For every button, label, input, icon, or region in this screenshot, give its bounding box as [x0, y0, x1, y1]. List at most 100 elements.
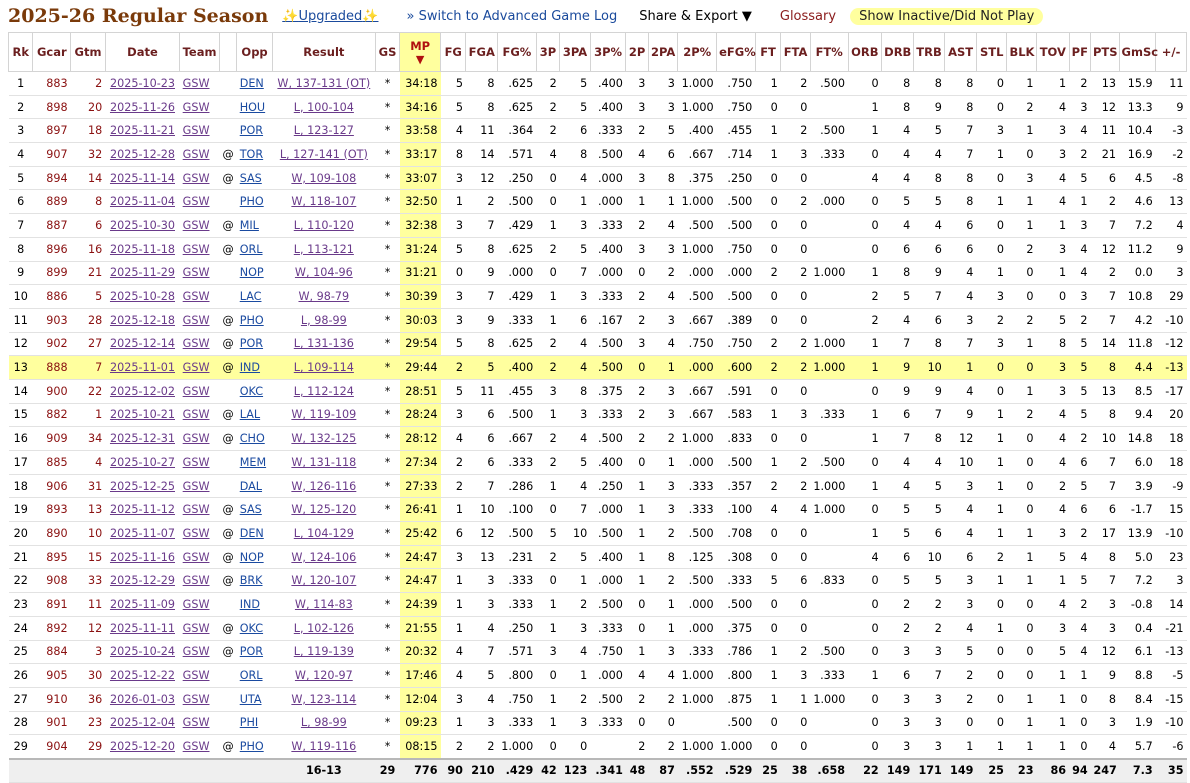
cell-result[interactable]: W, 120-97	[272, 663, 376, 688]
cell-date[interactable]: 2025-11-01	[105, 355, 180, 380]
cell-date[interactable]: 2025-10-23	[105, 71, 180, 96]
cell-result[interactable]: W, 132-125	[272, 426, 376, 451]
cell-date[interactable]: 2025-11-04	[105, 189, 180, 215]
column-header-3p[interactable]: 3P	[535, 32, 561, 72]
cell-result[interactable]: L, 123-127	[272, 118, 376, 144]
cell-team[interactable]: GSW	[179, 237, 220, 262]
cell-date[interactable]: 2025-12-25	[105, 474, 180, 499]
cell-team[interactable]: GSW	[179, 616, 220, 641]
cell-date[interactable]: 2025-12-20	[105, 734, 180, 760]
cell-result[interactable]: L, 109-114	[272, 355, 376, 380]
cell-opponent[interactable]: ORL	[236, 663, 273, 688]
cell-result[interactable]: L, 113-121	[272, 237, 376, 262]
cell-result[interactable]: W, 119-116	[272, 734, 376, 760]
cell-opponent[interactable]: OKC	[236, 616, 273, 641]
cell-opponent[interactable]: MIL	[236, 213, 273, 238]
cell-date[interactable]: 2025-10-27	[105, 450, 180, 475]
cell-opponent[interactable]: LAL	[236, 403, 273, 428]
cell-date[interactable]: 2025-11-09	[105, 592, 180, 617]
column-header-drb[interactable]: DRB	[881, 32, 914, 72]
cell-team[interactable]: GSW	[179, 332, 220, 357]
column-header-3pa[interactable]: 3PA	[559, 32, 591, 72]
cell-team[interactable]: GSW	[179, 284, 220, 309]
cell-team[interactable]: GSW	[179, 355, 220, 380]
cell-opponent[interactable]: UTA	[236, 687, 273, 712]
cell-date[interactable]: 2025-10-30	[105, 213, 180, 238]
cell-opponent[interactable]: MEM	[236, 450, 273, 475]
cell-result[interactable]: W, 131-118	[272, 450, 376, 475]
cell-team[interactable]: GSW	[179, 166, 220, 191]
column-header-efg-[interactable]: eFG%	[716, 32, 756, 72]
cell-result[interactable]: L, 119-139	[272, 640, 376, 665]
cell-result[interactable]: W, 120-107	[272, 568, 376, 594]
column-header-fga[interactable]: FGA	[465, 32, 499, 72]
cell-opponent[interactable]: POR	[236, 332, 273, 357]
cell-date[interactable]: 2025-10-28	[105, 284, 180, 309]
column-header-rk[interactable]: Rk	[7, 32, 34, 72]
cell-team[interactable]: GSW	[179, 474, 220, 499]
cell-opponent[interactable]: TOR	[236, 142, 273, 167]
column-header-blk[interactable]: BLK	[1006, 32, 1037, 72]
cell-team[interactable]: GSW	[179, 450, 220, 475]
cell-date[interactable]: 2025-11-14	[105, 166, 180, 191]
cell-opponent[interactable]: DAL	[236, 474, 273, 499]
cell-result[interactable]: W, 109-108	[272, 166, 376, 191]
cell-date[interactable]: 2025-11-11	[105, 616, 180, 641]
cell-opponent[interactable]: IND	[236, 355, 273, 380]
column-header-fg[interactable]: FG	[439, 32, 467, 72]
column-header-ft-[interactable]: FT%	[809, 32, 849, 72]
cell-team[interactable]: GSW	[179, 592, 220, 617]
glossary-link[interactable]: Glossary	[779, 8, 837, 24]
cell-team[interactable]: GSW	[179, 734, 220, 760]
cell-date[interactable]: 2025-12-04	[105, 711, 180, 736]
cell-opponent[interactable]: POR	[236, 640, 273, 665]
cell-result[interactable]: L, 110-120	[272, 213, 376, 238]
cell-date[interactable]: 2026-01-03	[105, 687, 180, 712]
cell-team[interactable]: GSW	[179, 403, 220, 428]
cell-opponent[interactable]: DEN	[236, 71, 273, 96]
cell-result[interactable]: W, 123-114	[272, 687, 376, 712]
cell-team[interactable]: GSW	[179, 261, 220, 286]
column-header-mp[interactable]: MP ▼	[399, 32, 441, 72]
column-header-orb[interactable]: ORB	[847, 32, 883, 72]
cell-date[interactable]: 2025-12-29	[105, 568, 180, 594]
cell-result[interactable]: W, 119-109	[272, 403, 376, 428]
cell-team[interactable]: GSW	[179, 379, 220, 404]
cell-team[interactable]: GSW	[179, 189, 220, 215]
cell-team[interactable]: GSW	[179, 118, 220, 144]
cell-opponent[interactable]: POR	[236, 118, 273, 144]
cell-team[interactable]: GSW	[179, 426, 220, 451]
cell-date[interactable]: 2025-11-07	[105, 521, 180, 546]
upgraded-link[interactable]: ✨Upgraded✨	[282, 9, 378, 24]
cell-team[interactable]: GSW	[179, 663, 220, 688]
show-inactive-toggle[interactable]: Show Inactive/Did Not Play	[850, 7, 1044, 25]
cell-date[interactable]: 2025-12-28	[105, 142, 180, 167]
cell-result[interactable]: L, 98-99	[272, 308, 376, 333]
column-header-date[interactable]: Date	[104, 32, 181, 72]
cell-opponent[interactable]: SAS	[236, 497, 273, 523]
column-header-gmsc[interactable]: GmSc	[1118, 32, 1158, 72]
cell-team[interactable]: GSW	[179, 521, 220, 546]
cell-team[interactable]: GSW	[179, 687, 220, 712]
column-header-result[interactable]: Result	[271, 32, 376, 72]
cell-date[interactable]: 2025-10-24	[105, 640, 180, 665]
cell-opponent[interactable]: DEN	[236, 521, 273, 546]
cell-result[interactable]: W, 125-120	[272, 497, 376, 523]
cell-result[interactable]: L, 131-136	[272, 332, 376, 357]
cell-result[interactable]: L, 127-141 (OT)	[272, 142, 376, 167]
cell-result[interactable]: L, 104-129	[272, 521, 376, 546]
cell-date[interactable]: 2025-12-31	[105, 426, 180, 451]
column-header-fta[interactable]: FTA	[780, 32, 811, 72]
cell-result[interactable]: W, 98-79	[272, 284, 376, 309]
cell-opponent[interactable]: BRK	[236, 568, 273, 594]
column-header-gs[interactable]: GS	[374, 32, 401, 72]
cell-opponent[interactable]: PHI	[236, 711, 273, 736]
cell-opponent[interactable]: SAS	[236, 166, 273, 191]
column-header-gtm[interactable]: Gtm	[70, 32, 106, 72]
column-header-ast[interactable]: AST	[944, 32, 977, 72]
cell-date[interactable]: 2025-11-21	[105, 118, 180, 144]
column-header--[interactable]: +/-	[1155, 32, 1187, 72]
cell-result[interactable]: L, 98-99	[272, 711, 376, 736]
cell-date[interactable]: 2025-11-12	[105, 497, 180, 523]
cell-team[interactable]: GSW	[179, 213, 220, 238]
